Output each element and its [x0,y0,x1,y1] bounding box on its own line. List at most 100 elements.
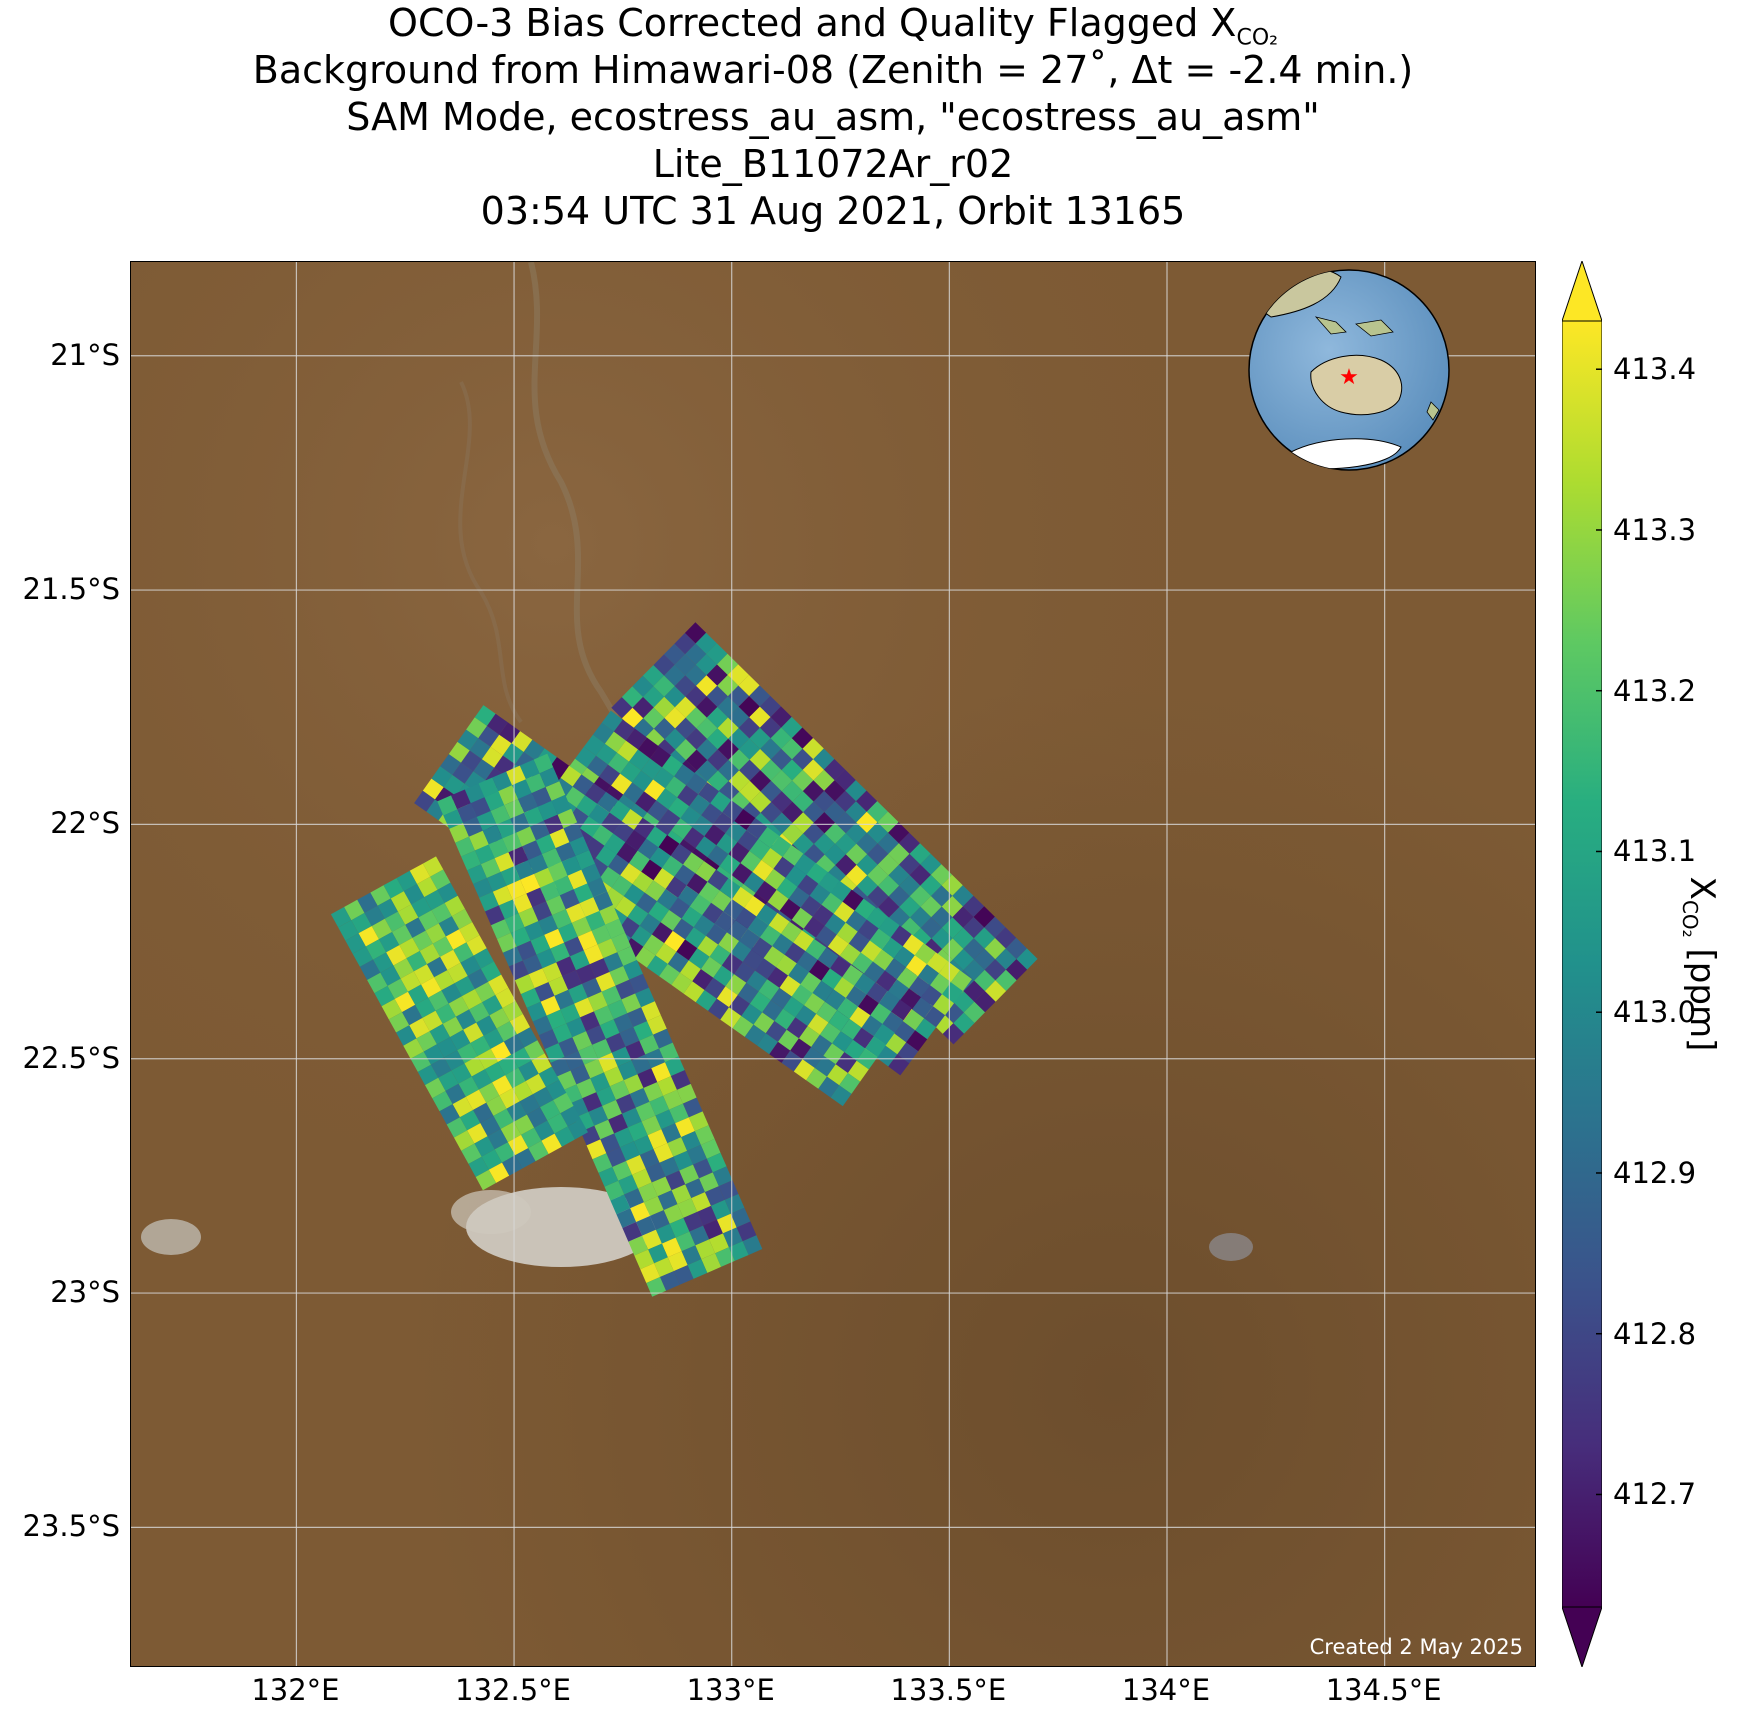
xco2-footprint [444,895,465,917]
colorbar-extend-bottom [1562,1606,1602,1667]
xco2-footprint [717,653,739,675]
xco2-footprint [405,917,426,938]
xco2-footprint [633,1135,654,1155]
xco2-footprint [779,898,801,920]
xco2-footprint [555,842,576,862]
xco2-footprint [473,759,495,781]
xco2-footprint [770,987,792,1009]
xco2-footprint [551,794,572,815]
xco2-footprint [952,948,974,971]
xco2-footprint [784,942,806,964]
xco2-footprint [776,877,798,899]
xco2-footprint [952,927,974,949]
xco2-footprint [707,845,729,867]
xco2-footprint [452,1096,473,1118]
xco2-footprint [564,1050,585,1071]
xco2-footprint [422,778,444,800]
xco2-footprint [412,930,433,951]
xco2-footprint [616,842,638,864]
map-canvas: ★ Created 2 May 2025 [131,262,1535,1666]
xco2-footprint [600,1133,620,1154]
y-tick-label: 22.5°S [22,1040,120,1075]
xco2-footprint [438,916,460,937]
xco2-footprint [494,852,515,872]
xco2-footprint [653,767,675,789]
xco2-footprint [461,850,481,871]
xco2-footprint [670,1070,691,1090]
xco2-footprint [634,817,655,839]
xco2-footprint [518,907,539,928]
xco2-footprint [383,878,404,899]
xco2-footprint [706,923,727,945]
xco2-footprint [794,853,816,875]
xco2-footprint [686,873,708,895]
xco2-footprint [866,982,888,1004]
xco2-footprint [677,885,699,907]
xco2-footprint [524,1040,545,1061]
xco2-footprint [422,856,444,877]
xco2-footprint [739,759,761,781]
xco2-footprint [480,1115,501,1137]
xco2-footprint [758,827,780,848]
xco2-footprint [575,964,596,984]
map-panel[interactable]: ★ Created 2 May 2025 [130,261,1536,1667]
xco2-footprint [426,956,448,978]
xco2-footprint [783,996,804,1018]
xco2-footprint [672,918,694,940]
xco2-footprint [506,765,526,786]
xco2-footprint [952,906,974,928]
xco2-footprint [579,897,600,917]
xco2-footprint [877,811,899,833]
xco2-footprint [614,1127,634,1148]
xco2-footprint [767,889,789,911]
xco2-footprint [805,938,827,960]
xco2-footprint [525,1073,546,1095]
xco2-footprint [445,1083,466,1105]
xco2-footprint [760,780,782,802]
xco2-footprint [683,827,705,849]
xco2-footprint [467,864,487,884]
xco2-footprint [553,875,574,896]
xco2-footprint [560,765,582,787]
xco2-footprint [549,828,570,849]
xco2-footprint [974,948,996,970]
xco2-footprint [586,1025,606,1045]
xco2-footprint [509,1014,531,1035]
xco2-footprint [673,1150,693,1171]
xco2-footprint [592,1153,613,1173]
xco2-footprint [881,937,903,959]
xco2-footprint [680,806,702,828]
xco2-footprint [388,1012,410,1033]
xco2-footprint [507,1134,529,1156]
xco2-footprint [681,1245,702,1266]
xco2-footprint [792,748,814,770]
colorbar-tick-label: 412.9 [1613,1155,1697,1190]
xco2-footprint [620,1141,640,1161]
xco2-footprint [384,911,406,932]
xco2-swaths [330,622,1038,1297]
xco2-footprint [600,812,622,834]
xco2-footprint [447,962,468,984]
xco2-footprint [781,759,803,781]
xco2-footprint [714,911,736,933]
xco2-footprint [737,982,759,1004]
xco2-footprint [909,885,931,907]
xco2-footprint [727,685,750,707]
xco2-footprint [758,979,780,1001]
xco2-footprint [749,685,771,707]
xco2-footprint [601,985,622,1006]
xco2-footprint [668,797,690,819]
xco2-footprint [689,1225,710,1246]
xco2-footprint [552,909,572,929]
xco2-footprint [630,1202,650,1222]
xco2-footprint [856,811,878,833]
xco2-footprint [828,1010,850,1032]
xco2-footprint [584,1058,604,1079]
xco2-footprint [875,970,897,992]
xco2-footprint [469,1002,490,1023]
xco2-footprint [722,800,744,822]
xco2-footprint [665,876,687,898]
xco2-footprint [627,1007,647,1027]
y-tick-label: 21°S [50,337,120,372]
xco2-footprint [858,994,879,1016]
